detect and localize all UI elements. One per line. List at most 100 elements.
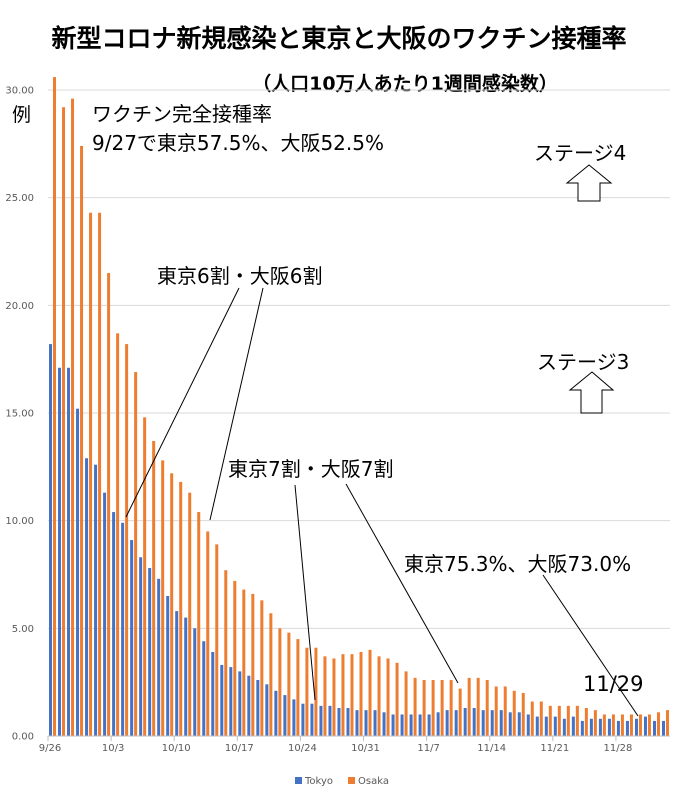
- stage4-up-arrow-icon: [565, 164, 613, 202]
- bar-osaka: [179, 481, 183, 736]
- chart-subtitle: （人口10万人あたり1週間感染数）: [252, 72, 558, 95]
- leader-line-tokyo-60: [125, 287, 240, 518]
- bar-tokyo: [130, 540, 134, 736]
- bar-tokyo: [571, 716, 575, 736]
- bar-osaka: [350, 654, 354, 736]
- bar-tokyo: [418, 714, 422, 736]
- x-tick-label: 11/7: [417, 743, 439, 754]
- bar-osaka: [314, 647, 318, 736]
- bar-tokyo: [643, 716, 647, 736]
- bar-tokyo: [319, 705, 323, 736]
- bar-osaka: [89, 212, 93, 737]
- bar-osaka: [476, 677, 480, 736]
- bar-osaka: [440, 680, 444, 736]
- bar-tokyo: [166, 596, 170, 736]
- leader-line-1129: [542, 574, 639, 717]
- leader-line-tokyo-70: [294, 484, 316, 701]
- bar-tokyo: [634, 718, 638, 736]
- leader-line-osaka-60: [209, 287, 264, 521]
- y-axis-label: 例: [12, 104, 31, 126]
- x-tick-label: 10/31: [351, 743, 380, 754]
- bar-osaka: [62, 107, 66, 736]
- bar-osaka: [269, 613, 273, 736]
- bar-tokyo: [256, 680, 260, 736]
- bar-tokyo: [220, 664, 224, 736]
- bar-osaka: [251, 593, 255, 736]
- bar-tokyo: [274, 690, 278, 736]
- bar-osaka: [602, 714, 606, 736]
- bar-tokyo: [175, 611, 179, 736]
- bar-osaka: [107, 273, 111, 736]
- x-tick-label: 11/28: [603, 743, 632, 754]
- bar-tokyo: [310, 703, 314, 736]
- bar-osaka: [134, 372, 138, 736]
- bar-tokyo: [94, 464, 98, 736]
- bar-osaka: [422, 680, 426, 736]
- bar-osaka: [71, 98, 75, 736]
- bar-tokyo: [517, 712, 521, 736]
- bar-osaka: [584, 708, 588, 736]
- bar-osaka: [278, 628, 282, 736]
- bar-tokyo: [157, 578, 161, 736]
- bar-osaka: [206, 531, 210, 736]
- y-tick-label: 15.00: [5, 409, 34, 420]
- bar-osaka: [341, 654, 345, 736]
- bar-tokyo: [400, 714, 404, 736]
- x-tick-label: 10/17: [225, 743, 254, 754]
- bar-osaka: [224, 570, 228, 736]
- bar-osaka: [638, 714, 642, 736]
- bar-osaka: [233, 580, 237, 736]
- x-tick-label: 11/14: [477, 743, 506, 754]
- bar-tokyo: [58, 367, 62, 736]
- x-tick-label: 10/24: [288, 743, 317, 754]
- bar-tokyo: [148, 568, 152, 736]
- bar-tokyo: [112, 512, 116, 736]
- bar-osaka: [494, 686, 498, 736]
- bar-osaka: [242, 589, 246, 736]
- bar-osaka: [170, 473, 174, 736]
- bar-tokyo: [391, 714, 395, 736]
- bar-tokyo: [580, 720, 584, 736]
- bar-osaka: [143, 417, 147, 736]
- bar-osaka: [467, 677, 471, 736]
- bar-tokyo: [661, 720, 665, 736]
- bar-tokyo: [544, 716, 548, 736]
- gridlines: [48, 89, 670, 629]
- y-tick-label: 25.00: [5, 193, 34, 204]
- stage3-up-arrow-icon: [568, 371, 615, 414]
- bar-tokyo: [526, 714, 530, 736]
- bar-tokyo: [454, 710, 458, 736]
- bar-tokyo: [238, 671, 242, 736]
- bar-osaka: [431, 680, 435, 736]
- bar-tokyo: [103, 492, 107, 736]
- legend-swatch-osaka: [348, 777, 355, 784]
- bar-osaka: [260, 600, 264, 736]
- bar-tokyo: [184, 617, 188, 736]
- bar-tokyo: [382, 712, 386, 736]
- bar-osaka: [287, 632, 291, 736]
- bar-osaka: [458, 688, 462, 736]
- bar-tokyo: [598, 718, 602, 736]
- bar-osaka: [53, 77, 57, 736]
- bar-tokyo: [535, 716, 539, 736]
- bar-osaka: [215, 544, 219, 736]
- bar-osaka: [323, 656, 327, 736]
- annotation-stage3: ステージ3: [537, 350, 629, 374]
- bar-osaka: [521, 692, 525, 736]
- bar-osaka: [539, 701, 543, 736]
- bar-osaka: [332, 658, 336, 736]
- bar-osaka: [116, 333, 120, 736]
- bar-tokyo: [409, 714, 413, 736]
- bar-tokyo: [355, 710, 359, 736]
- bar-osaka: [386, 658, 390, 736]
- bar-tokyo: [139, 557, 143, 736]
- bar-osaka: [530, 701, 534, 736]
- bar-osaka: [485, 680, 489, 736]
- bar-tokyo: [472, 708, 476, 736]
- leader-line-osaka-70: [345, 483, 459, 684]
- bar-osaka: [503, 686, 507, 736]
- bar-osaka: [557, 705, 561, 736]
- bar-tokyo: [616, 720, 620, 736]
- annotation-vaccine-rate-line1: ワクチン完全接種率: [92, 102, 272, 126]
- bar-tokyo: [202, 641, 206, 736]
